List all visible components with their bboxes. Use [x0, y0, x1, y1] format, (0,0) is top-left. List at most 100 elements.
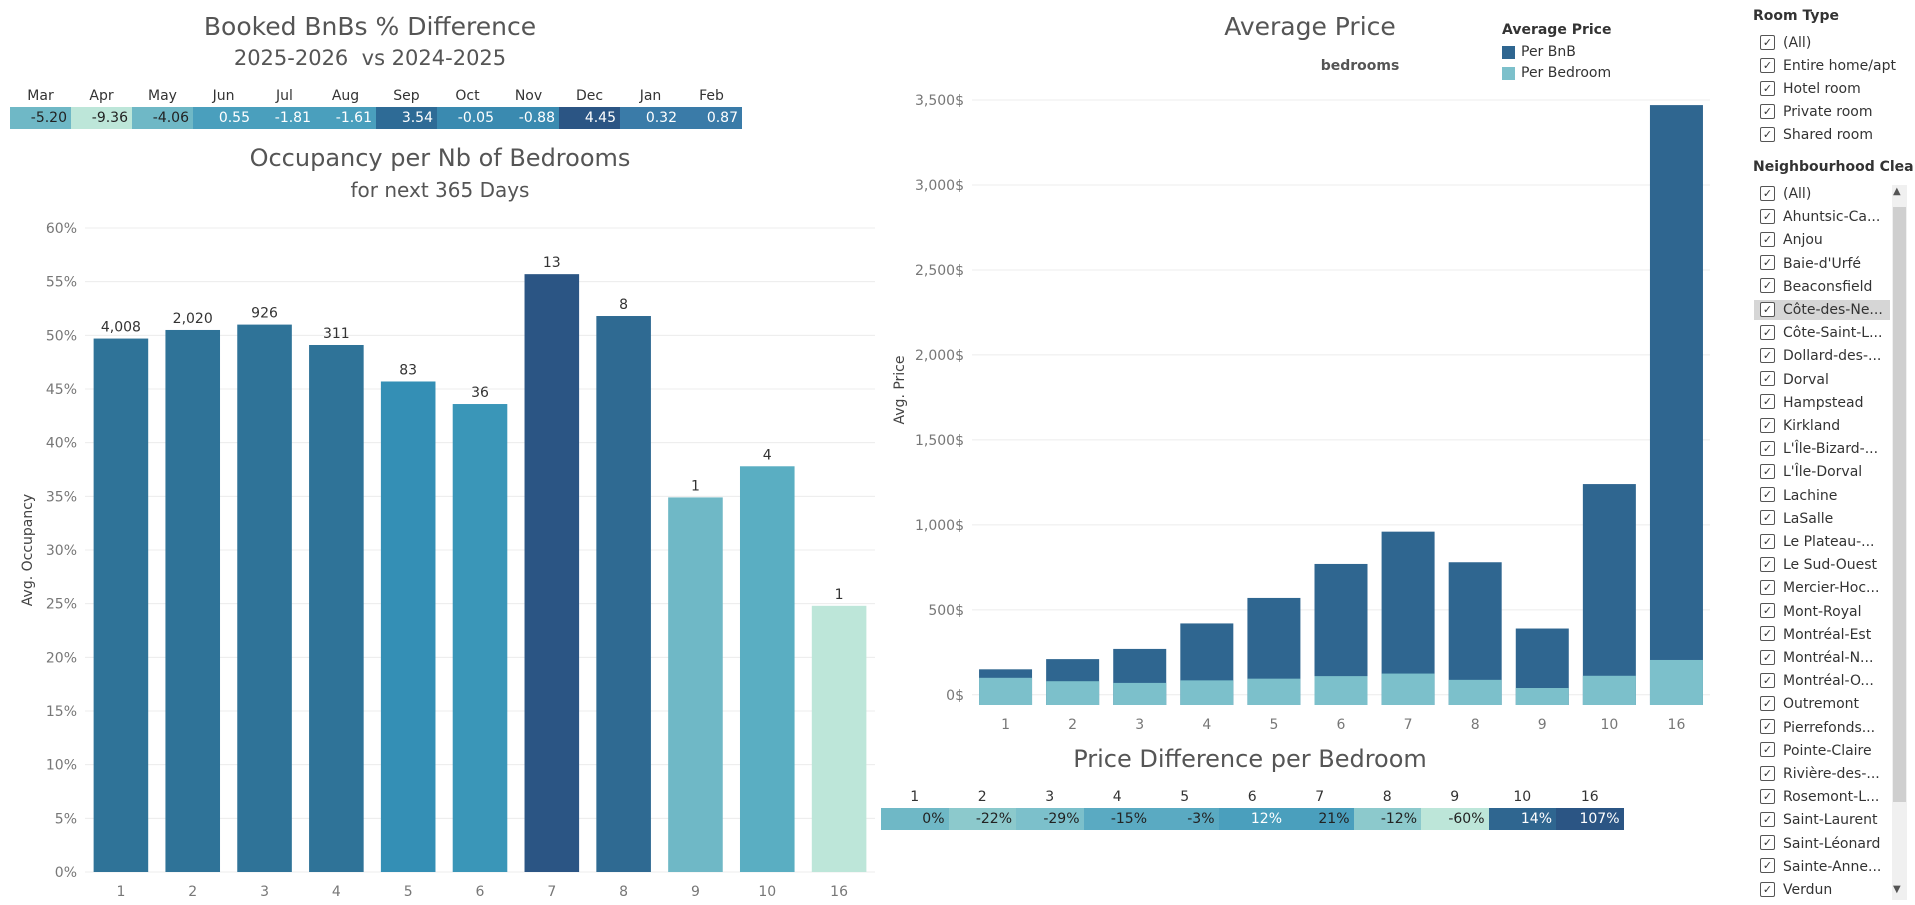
- checkbox-icon[interactable]: ✓: [1760, 231, 1775, 247]
- scroll-up-icon[interactable]: ▲: [1893, 186, 1901, 197]
- month-cell[interactable]: 0.32: [620, 107, 681, 129]
- month-cell[interactable]: -5.20: [10, 107, 71, 129]
- neighbourhood-option[interactable]: ✓ Montréal-O...: [1760, 671, 1888, 691]
- price-diff-cell[interactable]: -3%: [1151, 808, 1219, 830]
- checkbox-icon[interactable]: ✓: [1760, 719, 1775, 735]
- checkbox-icon[interactable]: ✓: [1760, 324, 1775, 340]
- neighbourhood-option[interactable]: ✓ Montréal-Est: [1760, 625, 1888, 645]
- checkbox-icon[interactable]: ✓: [1760, 57, 1775, 73]
- occupancy-bar[interactable]: [165, 329, 221, 872]
- room-type-option[interactable]: ✓ Private room: [1760, 102, 1872, 122]
- checkbox-icon[interactable]: ✓: [1760, 695, 1775, 711]
- neighbourhood-option[interactable]: ✓ Sainte-Anne...: [1760, 857, 1888, 877]
- checkbox-icon[interactable]: ✓: [1760, 80, 1775, 96]
- price-per-bedroom-bar[interactable]: [1046, 681, 1100, 705]
- price-diff-cell[interactable]: 107%: [1556, 808, 1624, 830]
- neighbourhood-option[interactable]: ✓ L'Île-Bizard-...: [1760, 439, 1888, 459]
- month-cell[interactable]: 3.54: [376, 107, 437, 129]
- neighbourhood-option[interactable]: ✓ Côte-des-Ne...: [1754, 300, 1890, 320]
- price-diff-cell[interactable]: -22%: [948, 808, 1016, 830]
- checkbox-icon[interactable]: ✓: [1760, 440, 1775, 456]
- price-per-bnb-bar[interactable]: [1649, 105, 1703, 705]
- month-cell[interactable]: -4.06: [132, 107, 193, 129]
- month-cell[interactable]: -0.88: [498, 107, 559, 129]
- month-cell[interactable]: 0.55: [193, 107, 254, 129]
- occupancy-bar[interactable]: [811, 605, 867, 872]
- checkbox-icon[interactable]: ✓: [1760, 103, 1775, 119]
- neighbourhood-option[interactable]: ✓ Kirkland: [1760, 416, 1888, 436]
- price-per-bedroom-bar[interactable]: [1381, 673, 1435, 705]
- price-diff-cell[interactable]: 0%: [881, 808, 949, 830]
- occupancy-bar[interactable]: [237, 324, 292, 873]
- neighbourhood-option[interactable]: ✓ Pointe-Claire: [1760, 741, 1888, 761]
- price-per-bedroom-bar[interactable]: [979, 677, 1033, 705]
- price-per-bedroom-bar[interactable]: [1649, 659, 1703, 705]
- month-cell[interactable]: -9.36: [71, 107, 132, 129]
- room-type-option[interactable]: ✓ Hotel room: [1760, 79, 1861, 99]
- price-per-bedroom-bar[interactable]: [1582, 675, 1636, 705]
- price-per-bedroom-bar[interactable]: [1515, 688, 1569, 705]
- scroll-down-icon[interactable]: ▼: [1893, 884, 1901, 895]
- neighbourhood-option[interactable]: ✓ Beaconsfield: [1760, 277, 1888, 297]
- room-type-option[interactable]: ✓ (All): [1760, 33, 1811, 53]
- price-diff-cell[interactable]: -15%: [1083, 808, 1151, 830]
- scroll-thumb[interactable]: [1893, 207, 1906, 802]
- occupancy-bar[interactable]: [380, 381, 436, 872]
- checkbox-icon[interactable]: ✓: [1760, 556, 1775, 572]
- occupancy-bar[interactable]: [93, 338, 149, 872]
- checkbox-icon[interactable]: ✓: [1760, 649, 1775, 665]
- room-type-option[interactable]: ✓ Shared room: [1760, 125, 1873, 145]
- checkbox-icon[interactable]: ✓: [1760, 603, 1775, 619]
- neighbourhood-option[interactable]: ✓ LaSalle: [1760, 509, 1888, 529]
- checkbox-icon[interactable]: ✓: [1760, 788, 1775, 804]
- price-diff-cell[interactable]: -29%: [1016, 808, 1084, 830]
- checkbox-icon[interactable]: ✓: [1760, 672, 1775, 688]
- occupancy-bar[interactable]: [452, 404, 508, 872]
- checkbox-icon[interactable]: ✓: [1760, 533, 1775, 549]
- neighbourhood-option[interactable]: ✓ Le Plateau-...: [1760, 532, 1888, 552]
- checkbox-icon[interactable]: ✓: [1760, 371, 1775, 387]
- checkbox-icon[interactable]: ✓: [1760, 126, 1775, 142]
- checkbox-icon[interactable]: ✓: [1760, 579, 1775, 595]
- neighbourhood-option[interactable]: ✓ Rosemont-L...: [1760, 787, 1888, 807]
- neighbourhood-option[interactable]: ✓ Verdun: [1760, 880, 1888, 900]
- checkbox-icon[interactable]: ✓: [1760, 835, 1775, 851]
- neighbourhood-option[interactable]: ✓ Dorval: [1760, 370, 1888, 390]
- neighbourhood-option[interactable]: ✓ Rivière-des-...: [1760, 764, 1888, 784]
- neighbourhood-option[interactable]: ✓ Outremont: [1760, 694, 1888, 714]
- price-per-bedroom-bar[interactable]: [1180, 680, 1234, 705]
- neighbourhood-option[interactable]: ✓ Ahuntsic-Ca...: [1760, 207, 1888, 227]
- checkbox-icon[interactable]: ✓: [1760, 255, 1775, 271]
- legend-item-per-bnb[interactable]: Per BnB: [1502, 42, 1611, 63]
- room-type-option[interactable]: ✓ Entire home/apt: [1760, 56, 1896, 76]
- month-cell[interactable]: 4.45: [559, 107, 620, 129]
- price-diff-cell[interactable]: -12%: [1353, 808, 1421, 830]
- checkbox-icon[interactable]: ✓: [1760, 765, 1775, 781]
- checkbox-icon[interactable]: ✓: [1760, 510, 1775, 526]
- month-cell[interactable]: 0.87: [681, 107, 742, 129]
- occupancy-bar[interactable]: [524, 274, 580, 872]
- neighbourhood-option[interactable]: ✓ Montréal-N...: [1760, 648, 1888, 668]
- price-per-bedroom-bar[interactable]: [1448, 679, 1502, 705]
- neighbourhood-option[interactable]: ✓ (All): [1760, 184, 1888, 204]
- price-diff-cell[interactable]: -60%: [1421, 808, 1489, 830]
- checkbox-icon[interactable]: ✓: [1760, 881, 1775, 897]
- checkbox-icon[interactable]: ✓: [1760, 185, 1775, 201]
- neighbourhood-option[interactable]: ✓ Dollard-des-...: [1760, 346, 1888, 366]
- neighbourhood-option[interactable]: ✓ Hampstead: [1760, 393, 1888, 413]
- neighbourhood-scrollbar[interactable]: [1892, 185, 1907, 900]
- neighbourhood-option[interactable]: ✓ Saint-Laurent: [1760, 810, 1888, 830]
- neighbourhood-option[interactable]: ✓ Côte-Saint-L...: [1760, 323, 1888, 343]
- price-diff-cell[interactable]: 21%: [1286, 808, 1354, 830]
- checkbox-icon[interactable]: ✓: [1760, 301, 1775, 317]
- checkbox-icon[interactable]: ✓: [1760, 208, 1775, 224]
- checkbox-icon[interactable]: ✓: [1760, 417, 1775, 433]
- price-per-bnb-bar[interactable]: [1582, 484, 1636, 705]
- legend-item-per-bedroom[interactable]: Per Bedroom: [1502, 63, 1611, 84]
- neighbourhood-option[interactable]: ✓ Mercier-Hoc...: [1760, 578, 1888, 598]
- month-cell[interactable]: -0.05: [437, 107, 498, 129]
- neighbourhood-option[interactable]: ✓ Mont-Royal: [1760, 602, 1888, 622]
- price-diff-cell[interactable]: 12%: [1218, 808, 1286, 830]
- checkbox-icon[interactable]: ✓: [1760, 811, 1775, 827]
- neighbourhood-option[interactable]: ✓ L'Île-Dorval: [1760, 462, 1888, 482]
